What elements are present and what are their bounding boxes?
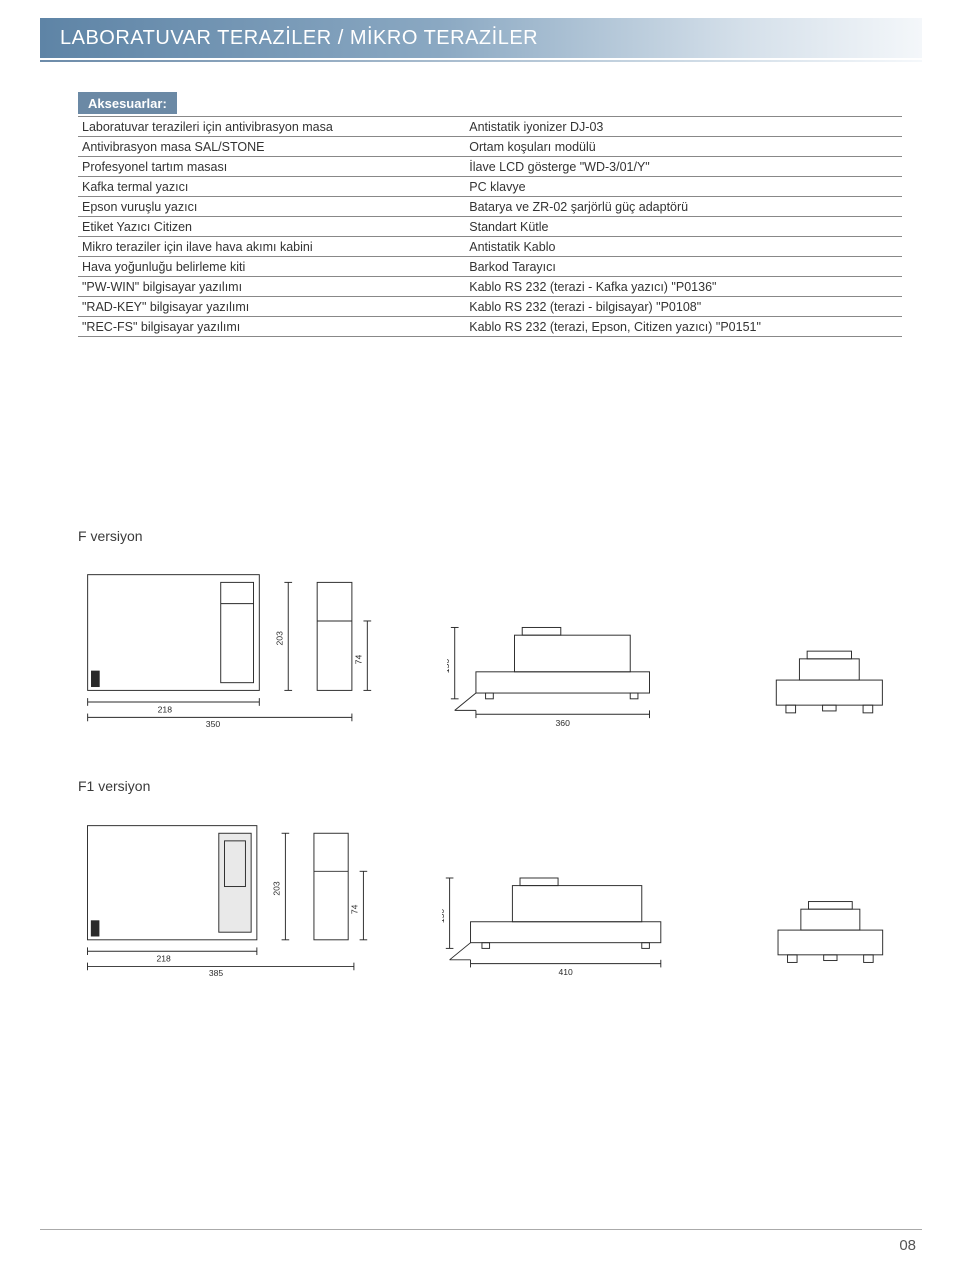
table-cell: Batarya ve ZR-02 şarjörlü güç adaptörü [465, 197, 902, 217]
subheader-label: Aksesuarlar: [88, 96, 167, 111]
dim-203: 203 [274, 631, 284, 646]
dim-150: 150 [447, 659, 451, 674]
table-row: Antivibrasyon masa SAL/STONEOrtam koşula… [78, 137, 902, 157]
table-cell: Ortam koşuları modülü [465, 137, 902, 157]
page-number: 08 [899, 1237, 916, 1254]
dim-74b: 74 [350, 904, 360, 914]
table-cell: Etiket Yazıcı Citizen [78, 217, 465, 237]
accessories-table-wrap: Laboratuvar terazileri için antivibrasyo… [78, 116, 902, 337]
table-cell: "RAD-KEY" bilgisayar yazılımı [78, 297, 465, 317]
dim-218: 218 [158, 705, 173, 715]
dim-203b: 203 [272, 881, 282, 896]
table-cell: Laboratuvar terazileri için antivibrasyo… [78, 117, 465, 137]
f1-front-view [759, 882, 902, 982]
page-header: LABORATUVAR TERAZİLER / MİKRO TERAZİLER [40, 18, 922, 58]
table-row: Mikro teraziler için ilave hava akımı ka… [78, 237, 902, 257]
accessories-subheader: Aksesuarlar: [78, 92, 177, 114]
dim-385: 385 [209, 968, 224, 978]
diagram-row-f: 218 350 203 74 [78, 562, 902, 732]
diagrams-section: F versiyon [78, 500, 902, 1028]
table-cell: Kablo RS 232 (terazi - Kafka yazıcı) "P0… [465, 277, 902, 297]
table-cell: Standart Kütle [465, 217, 902, 237]
table-cell: Kablo RS 232 (terazi, Epson, Citizen yaz… [465, 317, 902, 337]
table-cell: Antivibrasyon masa SAL/STONE [78, 137, 465, 157]
table-cell: "PW-WIN" bilgisayar yazılımı [78, 277, 465, 297]
dim-350: 350 [206, 719, 221, 729]
f-top-view: 218 350 203 74 [78, 562, 387, 732]
table-cell: Barkod Tarayıcı [465, 257, 902, 277]
table-cell: Hava yoğunluğu belirleme kiti [78, 257, 465, 277]
table-cell: Epson vuruşlu yazıcı [78, 197, 465, 217]
dim-360: 360 [555, 718, 570, 728]
table-cell: Kablo RS 232 (terazi - bilgisayar) "P010… [465, 297, 902, 317]
dim-150b: 150 [442, 909, 446, 924]
table-cell: PC klavye [465, 177, 902, 197]
version-label-f1: F1 versiyon [78, 778, 902, 794]
table-cell: "REC-FS" bilgisayar yazılımı [78, 317, 465, 337]
table-cell: Profesyonel tartım masası [78, 157, 465, 177]
table-row: Profesyonel tartım masasıİlave LCD göste… [78, 157, 902, 177]
table-row: Hava yoğunluğu belirleme kitiBarkod Tara… [78, 257, 902, 277]
accessories-table: Laboratuvar terazileri için antivibrasyo… [78, 116, 902, 337]
table-row: Laboratuvar terazileri için antivibrasyo… [78, 117, 902, 137]
diagram-row-f1: 218 385 203 74 150 410 [78, 812, 902, 982]
table-row: Epson vuruşlu yazıcıBatarya ve ZR-02 şar… [78, 197, 902, 217]
f-front-view [757, 632, 902, 732]
f1-side-view: 150 410 [442, 852, 699, 982]
table-row: Etiket Yazıcı CitizenStandart Kütle [78, 217, 902, 237]
table-row: Kafka termal yazıcıPC klavye [78, 177, 902, 197]
dim-410: 410 [559, 967, 574, 977]
table-cell: Antistatik Kablo [465, 237, 902, 257]
page-title: LABORATUVAR TERAZİLER / MİKRO TERAZİLER [60, 27, 538, 50]
footer-rule [40, 1229, 922, 1230]
table-row: "PW-WIN" bilgisayar yazılımıKablo RS 232… [78, 277, 902, 297]
f-side-view: 150 360 [447, 602, 698, 732]
table-cell: Kafka termal yazıcı [78, 177, 465, 197]
table-cell: Mikro teraziler için ilave hava akımı ka… [78, 237, 465, 257]
dim-218b: 218 [156, 954, 171, 964]
header-underline [40, 60, 922, 62]
table-row: "REC-FS" bilgisayar yazılımıKablo RS 232… [78, 317, 902, 337]
table-row: "RAD-KEY" bilgisayar yazılımıKablo RS 23… [78, 297, 902, 317]
dim-74: 74 [354, 655, 364, 665]
f1-top-view: 218 385 203 74 [78, 812, 382, 982]
table-cell: İlave LCD gösterge "WD-3/01/Y" [465, 157, 902, 177]
table-cell: Antistatik iyonizer DJ-03 [465, 117, 902, 137]
version-label-f: F versiyon [78, 528, 902, 544]
